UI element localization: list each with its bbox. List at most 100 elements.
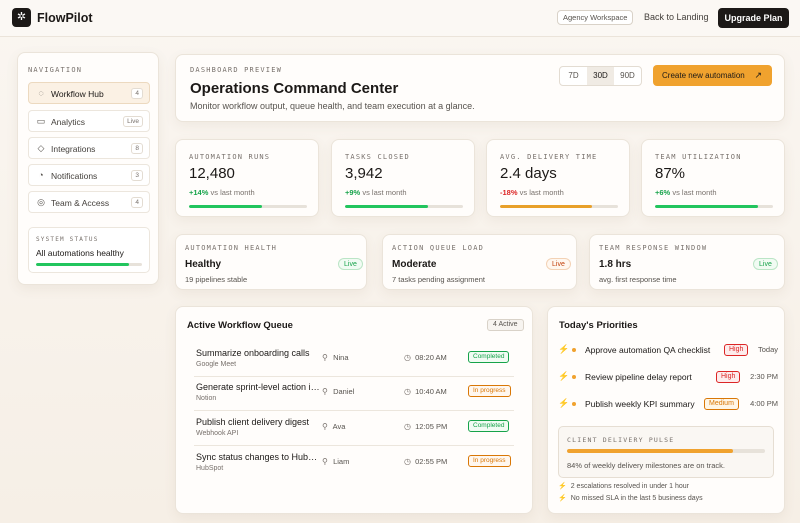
queue-user: ⚲ Nina [322,353,349,362]
layers-icon: ◇ [37,143,45,153]
queue-user-name: Ava [332,422,346,431]
metric-value: 2.4 days [500,165,557,182]
health-label: AUTOMATION HEALTH [185,244,278,252]
metric-bar-fill [655,205,758,208]
footer-note: ⚡ No missed SLA in the last 5 business da… [558,494,703,502]
queue-time: ◷ 02:55 PM [404,457,447,466]
back-to-landing-link[interactable]: Back to Landing [644,12,709,22]
workspace-badge[interactable]: Agency Workspace [557,10,634,25]
table-row[interactable]: Generate sprint-level action items Notio… [194,377,514,411]
bolt-icon: ⚡ [558,495,567,502]
metric-delta: +9% vs last month [345,188,407,197]
metric-bar-fill [345,205,428,208]
clock-icon: ◷ [404,353,411,362]
priority-dot [572,348,576,352]
metric-label: AUTOMATION RUNS [189,153,271,161]
queue-task: Publish client delivery digest [196,417,310,427]
metric-label: TASKS CLOSED [345,153,410,161]
header-eyebrow: DASHBOARD PREVIEW [190,66,283,74]
sidebar-item-analytics[interactable]: ▭ Analytics Live [28,110,150,132]
list-item[interactable]: ⚡ Publish weekly KPI summary Medium 4:00… [558,398,778,412]
metric-delta: +6% vs last month [655,188,717,197]
queue-time-value: 08:20 AM [415,353,447,362]
list-item[interactable]: ⚡ Approve automation QA checklist High T… [558,344,778,358]
metric-card-automation-runs: AUTOMATION RUNS 12,480 +14% vs last mont… [175,139,319,217]
user-icon: ⚲ [322,422,328,431]
table-row[interactable]: Summarize onboarding calls Google Meet ⚲… [194,343,514,377]
metric-bar [655,205,773,208]
sidebar-item-badge: 4 [131,88,143,99]
status-badge: In progress [468,455,511,467]
bolt-icon: ⚡ [558,344,570,354]
metric-bar-fill [500,205,593,208]
app-name[interactable]: FlowPilot [37,11,93,25]
queue-title: Active Workflow Queue [187,320,293,331]
table-row[interactable]: Sync status changes to HubSpot HubSpot ⚲… [194,447,514,481]
queue-user-name: Liam [333,457,350,466]
page-title: Operations Command Center [190,80,399,97]
metric-label: AVG. DELIVERY TIME [500,153,598,161]
sidebar-item-notifications[interactable]: ◔ Notifications 3 [28,164,150,186]
queue-time-value: 02:55 PM [415,457,448,466]
priority-time: 4:00 PM [750,399,778,408]
health-value: Moderate [392,259,437,270]
metric-card-avg-delivery-time: AVG. DELIVERY TIME 2.4 days -18% vs last… [486,139,630,217]
metric-card-team-utilization: TEAM UTILIZATION 87% +6% vs last month [641,139,785,217]
sidebar-item-badge: 4 [131,197,143,208]
metric-bar [189,205,307,208]
sidebar-item-integrations[interactable]: ◇ Integrations 8 [28,137,150,159]
queue-source: HubSpot [196,465,224,472]
user-icon: ⚲ [322,457,328,466]
priority-dot [572,375,576,379]
queue-source: Notion [196,395,217,402]
pulse-bar [567,449,765,453]
create-automation-button[interactable]: Create new automation ↗ [653,65,772,86]
chart-icon: ▭ [36,116,46,126]
top-bar: ✲ FlowPilot Agency Workspace Back to Lan… [0,0,800,37]
priority-time: 2:30 PM [750,372,778,381]
priority-tag: Medium [704,398,739,410]
priority-dot [572,402,576,406]
health-value: Healthy [185,259,222,270]
priority-label: Review pipeline delay report [585,372,692,382]
sidebar: NAVIGATION ◌ Workflow Hub 4 ▭ Analytics … [17,52,159,285]
system-status-bar [36,263,142,266]
sidebar-item-label: Workflow Hub [51,89,104,99]
range-7d-button[interactable]: 7D [568,71,579,80]
metric-bar [345,205,463,208]
range-90d-button[interactable]: 90D [620,71,635,80]
logo-icon[interactable]: ✲ [12,8,31,27]
queue-user-name: Daniel [333,387,355,396]
queue-user: ⚲ Ava [322,422,345,431]
system-status-title: SYSTEM STATUS [36,236,99,243]
sidebar-item-label: Analytics [51,117,86,127]
sidebar-item-workflow-hub[interactable]: ◌ Workflow Hub 4 [28,82,150,104]
system-status-card: SYSTEM STATUS All automations healthy [28,227,150,273]
sidebar-item-team-access[interactable]: ◎ Team & Access 4 [28,191,150,213]
queue-time: ◷ 08:20 AM [404,353,447,362]
user-circle-icon: ◎ [37,197,45,207]
status-badge: In progress [468,385,511,397]
action-queue-load-card: ACTION QUEUE LOAD Moderate 7 tasks pendi… [382,234,577,290]
range-30d-button[interactable]: 30D [587,67,614,85]
metric-bar-fill [189,205,263,208]
status-badge: Completed [468,420,510,432]
sidebar-item-label: Team & Access [51,198,110,208]
table-row[interactable]: Publish client delivery digest Webhook A… [194,412,514,446]
list-item[interactable]: ⚡ Review pipeline delay report High 2:30… [558,371,778,385]
queue-time: ◷ 10:40 AM [404,387,447,396]
sidebar-item-badge: 8 [131,143,143,154]
footer-note: ⚡ 2 escalations resolved in under 1 hour [558,482,689,490]
sidebar-item-badge: 3 [131,170,143,181]
user-icon: ⚲ [322,387,328,396]
metric-delta-value: +9% [345,188,361,197]
user-icon: ⚲ [322,353,328,362]
automation-health-card: AUTOMATION HEALTH Healthy 19 pipelines s… [175,234,367,290]
queue-task: Summarize onboarding calls [196,348,310,358]
bolt-icon: ⚡ [558,371,570,381]
queue-task: Sync status changes to HubSpot [196,452,320,462]
queue-count-badge: 4 Active [487,319,524,331]
upgrade-plan-button[interactable]: Upgrade Plan [718,8,789,28]
priority-time: Today [757,345,778,354]
client-delivery-pulse: CLIENT DELIVERY PULSE 84% of weekly deli… [558,426,774,478]
